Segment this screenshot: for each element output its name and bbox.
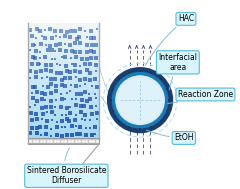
Text: Sintered Borosilicate
Diffuser: Sintered Borosilicate Diffuser xyxy=(27,148,106,185)
Bar xyxy=(28,53,99,57)
Bar xyxy=(28,84,99,88)
Bar xyxy=(28,115,99,119)
Bar xyxy=(28,57,99,61)
Bar xyxy=(28,61,99,65)
Text: Reaction Zone: Reaction Zone xyxy=(168,90,233,104)
Bar xyxy=(28,30,99,34)
Bar xyxy=(28,73,99,77)
Bar xyxy=(28,100,99,103)
Bar xyxy=(28,134,99,138)
Bar xyxy=(28,96,99,100)
Bar xyxy=(28,130,99,134)
Bar xyxy=(28,77,99,80)
Ellipse shape xyxy=(118,78,162,122)
Text: Interfacial
area: Interfacial area xyxy=(158,53,197,90)
Bar xyxy=(28,34,99,38)
Bar xyxy=(28,69,99,73)
Bar xyxy=(28,88,99,92)
Bar xyxy=(28,42,99,46)
Bar xyxy=(28,50,99,53)
Bar xyxy=(28,103,99,107)
Bar xyxy=(28,107,99,111)
Bar xyxy=(28,119,99,123)
Bar xyxy=(28,46,99,50)
Ellipse shape xyxy=(111,71,169,129)
Text: HAC: HAC xyxy=(145,14,194,65)
Bar xyxy=(28,126,99,130)
Bar xyxy=(28,23,99,26)
Bar xyxy=(28,80,99,84)
Bar xyxy=(28,111,99,115)
Bar xyxy=(28,123,99,126)
Bar xyxy=(28,65,99,69)
Bar xyxy=(28,26,99,30)
Bar xyxy=(28,92,99,96)
Text: EtOH: EtOH xyxy=(146,130,194,143)
Bar xyxy=(28,38,99,42)
Bar xyxy=(28,138,99,144)
